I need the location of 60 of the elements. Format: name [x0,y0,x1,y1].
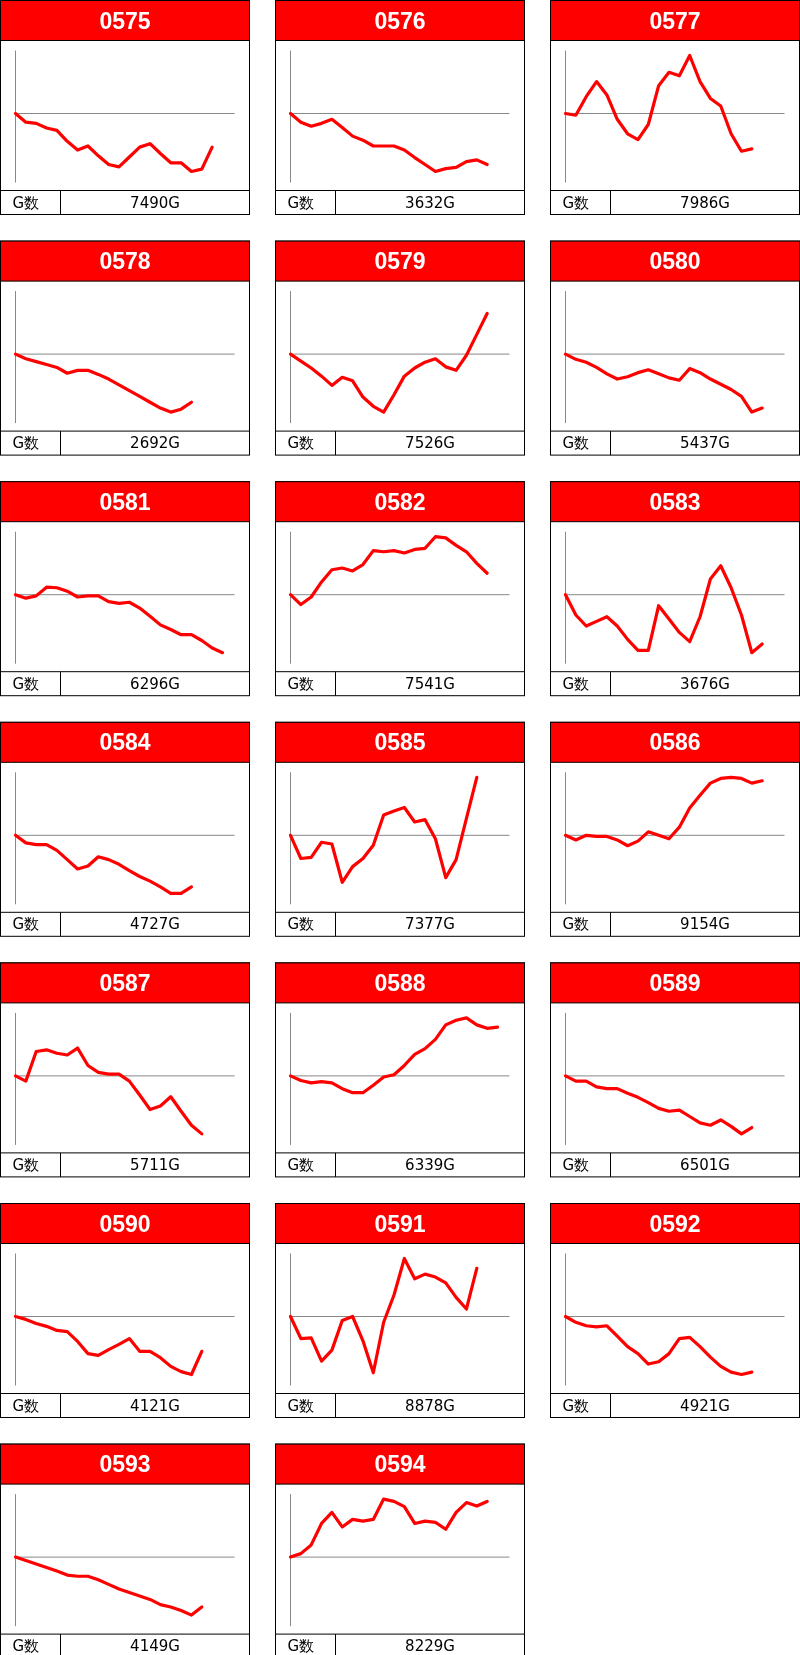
text: 6296G [130,674,180,693]
text: 6501G [680,1155,730,1174]
text: G数 [562,434,590,453]
chart-title: 0582 [374,488,426,515]
text: G数 [562,915,590,934]
chart-title: 0579 [374,248,426,275]
chart-title: 0587 [99,969,151,996]
text: G数 [287,193,315,212]
chart-title: 0588 [374,969,426,996]
text: 2692G [130,434,180,453]
chart-title: 0576 [374,7,426,34]
text: 4921G [680,1396,730,1415]
text: 5711G [130,1155,180,1174]
text: G数 [12,1637,40,1655]
chart-title: 0583 [649,488,701,515]
text: G数 [287,1155,315,1174]
text: 4149G [130,1637,180,1655]
text: G数 [287,915,315,934]
text: G数 [562,1396,590,1415]
text: G数 [12,1155,40,1174]
text: G数 [287,434,315,453]
text: 7377G [405,915,455,934]
text: 5437G [680,434,730,453]
chart-title: 0592 [649,1210,701,1237]
text: G数 [287,674,315,693]
text: 4727G [130,915,180,934]
text: 8229G [405,1637,455,1655]
chart-title: 0589 [649,969,701,996]
text: 4121G [130,1396,180,1415]
chart-title: 0575 [99,7,151,34]
text: G数 [562,674,590,693]
chart-title: 0593 [99,1451,151,1478]
text: 7986G [680,193,730,212]
text: G数 [12,193,40,212]
text: 7541G [405,674,455,693]
text: 8878G [405,1396,455,1415]
chart-title: 0577 [649,7,701,34]
text: 9154G [680,915,730,934]
text: 6339G [405,1155,455,1174]
text: 7526G [405,434,455,453]
text: 3632G [405,193,455,212]
chart-title: 0585 [374,729,426,756]
text: G数 [562,1155,590,1174]
text: G数 [287,1396,315,1415]
chart-title: 0594 [374,1451,426,1478]
chart-title: 0580 [649,248,701,275]
text: 7490G [130,193,180,212]
chart-title: 0581 [99,488,151,515]
text: G数 [287,1637,315,1655]
text: G数 [12,674,40,693]
chart-title: 0578 [99,248,151,275]
text: G数 [12,1396,40,1415]
chart-title: 0584 [99,729,151,756]
text: 3676G [680,674,730,693]
text: G数 [12,915,40,934]
chart-title: 0590 [99,1210,151,1237]
text: G数 [12,434,40,453]
chart-title: 0591 [374,1210,426,1237]
text: G数 [562,193,590,212]
chart-title: 0586 [649,729,701,756]
